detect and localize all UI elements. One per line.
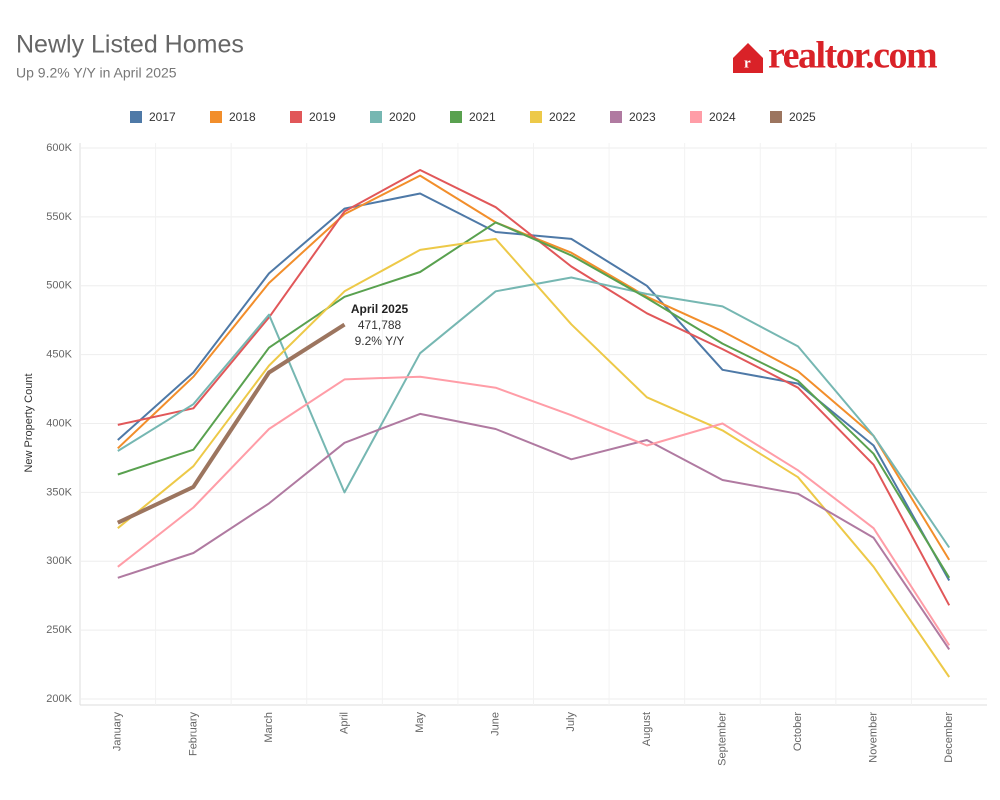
legend-label: 2021	[469, 110, 496, 124]
legend-swatch	[690, 111, 702, 123]
y-tick-label: 550K	[46, 211, 72, 223]
annotation-value: 471,788	[358, 318, 402, 332]
x-tick-label: February	[187, 712, 199, 757]
annotation-change: 9.2% Y/Y	[355, 334, 405, 348]
y-tick-label: 200K	[46, 693, 72, 705]
x-tick-label: May	[414, 712, 426, 733]
legend-swatch	[450, 111, 462, 123]
legend-swatch	[290, 111, 302, 123]
x-tick-label: August	[641, 712, 653, 746]
chart-title: Newly Listed Homes	[16, 31, 244, 59]
series-line	[117, 169, 951, 606]
logo: r realtor.com	[733, 35, 939, 77]
y-tick-label: 500K	[46, 280, 72, 292]
x-tick-label: September	[716, 712, 728, 766]
series-line	[117, 375, 951, 646]
legend-swatch	[610, 111, 622, 123]
legend-swatch	[130, 111, 142, 123]
legend-label: 2024	[709, 110, 736, 124]
x-tick-label: July	[565, 712, 577, 732]
legend-label: 2018	[229, 110, 256, 124]
x-tick-label: January	[112, 712, 124, 752]
logo-icon-letter: r	[744, 55, 751, 71]
legend-label: 2017	[149, 110, 176, 124]
legend-label: 2022	[549, 110, 576, 124]
x-tick-label: December	[943, 712, 955, 763]
legend-swatch	[370, 111, 382, 123]
y-tick-label: 350K	[46, 486, 72, 498]
legend-label: 2020	[389, 110, 416, 124]
series-line	[117, 237, 951, 678]
legend-label: 2023	[629, 110, 656, 124]
y-axis-label: New Property Count	[23, 373, 35, 472]
y-tick-label: 300K	[46, 555, 72, 567]
y-tick-label: 600K	[46, 142, 72, 154]
series-line	[117, 221, 951, 579]
y-tick-label: 250K	[46, 624, 72, 636]
y-tick-label: 400K	[46, 417, 72, 429]
chart-subtitle: Up 9.2% Y/Y in April 2025	[16, 65, 177, 81]
legend-label: 2025	[789, 110, 816, 124]
series-line	[117, 276, 951, 549]
x-tick-label: April	[338, 712, 350, 734]
x-tick-label: March	[263, 712, 275, 743]
x-tick-label: November	[868, 712, 880, 763]
series-line	[117, 412, 951, 650]
y-tick-label: 450K	[46, 349, 72, 361]
legend-swatch	[770, 111, 782, 123]
legend-label: 2019	[309, 110, 336, 124]
x-tick-label: June	[490, 712, 502, 736]
x-tick-label: October	[792, 712, 804, 751]
logo-text: realtor.com	[768, 35, 937, 77]
logo-icon	[733, 43, 763, 73]
legend-swatch	[530, 111, 542, 123]
series-line	[116, 322, 346, 525]
annotation-title: April 2025	[351, 302, 409, 316]
legend-swatch	[210, 111, 222, 123]
